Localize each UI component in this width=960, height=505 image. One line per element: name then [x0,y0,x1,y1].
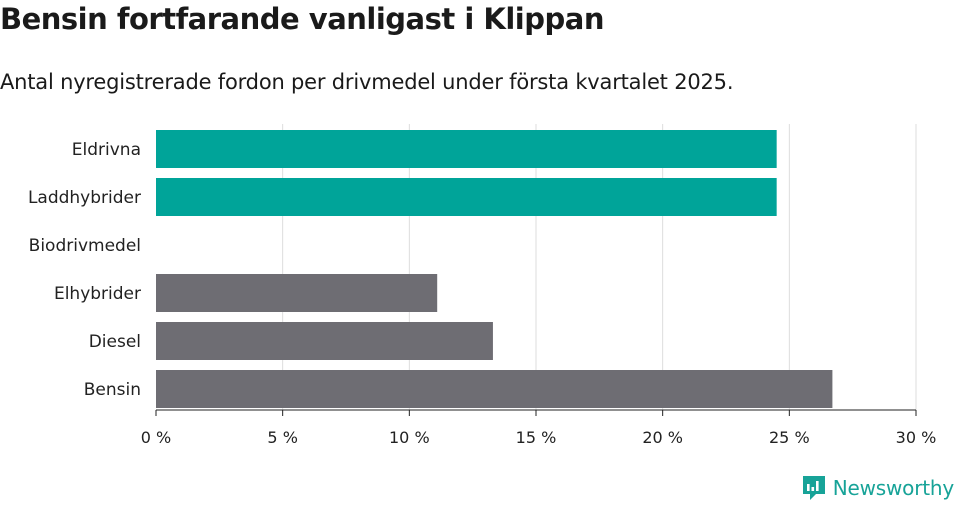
category-label: Biodrivmedel [29,236,141,256]
chart-subtitle: Antal nyregistrerade fordon per drivmede… [0,70,734,94]
x-tick-label: 0 % [141,428,171,447]
bar [156,370,833,408]
x-tick-label: 15 % [516,428,557,447]
bar [156,130,777,168]
bar [156,178,777,216]
newsworthy-logo: Newsworthy [801,474,954,502]
newsworthy-logo-icon [802,476,825,500]
category-label: Diesel [89,332,141,352]
chart-title: Bensin fortfarande vanligast i Klippan [0,2,604,36]
newsworthy-logo-text: Newsworthy [832,476,954,500]
category-label: Bensin [84,380,141,400]
x-tick-label: 30 % [896,428,937,447]
x-tick-label: 20 % [642,428,683,447]
category-label: Laddhybrider [28,188,141,208]
x-tick-label: 25 % [769,428,810,447]
category-label: Elhybrider [54,284,141,304]
x-tick-label: 5 % [267,428,297,447]
bar [156,274,438,312]
bar [156,322,493,360]
category-label: Eldrivna [72,140,141,160]
x-tick-label: 10 % [389,428,430,447]
